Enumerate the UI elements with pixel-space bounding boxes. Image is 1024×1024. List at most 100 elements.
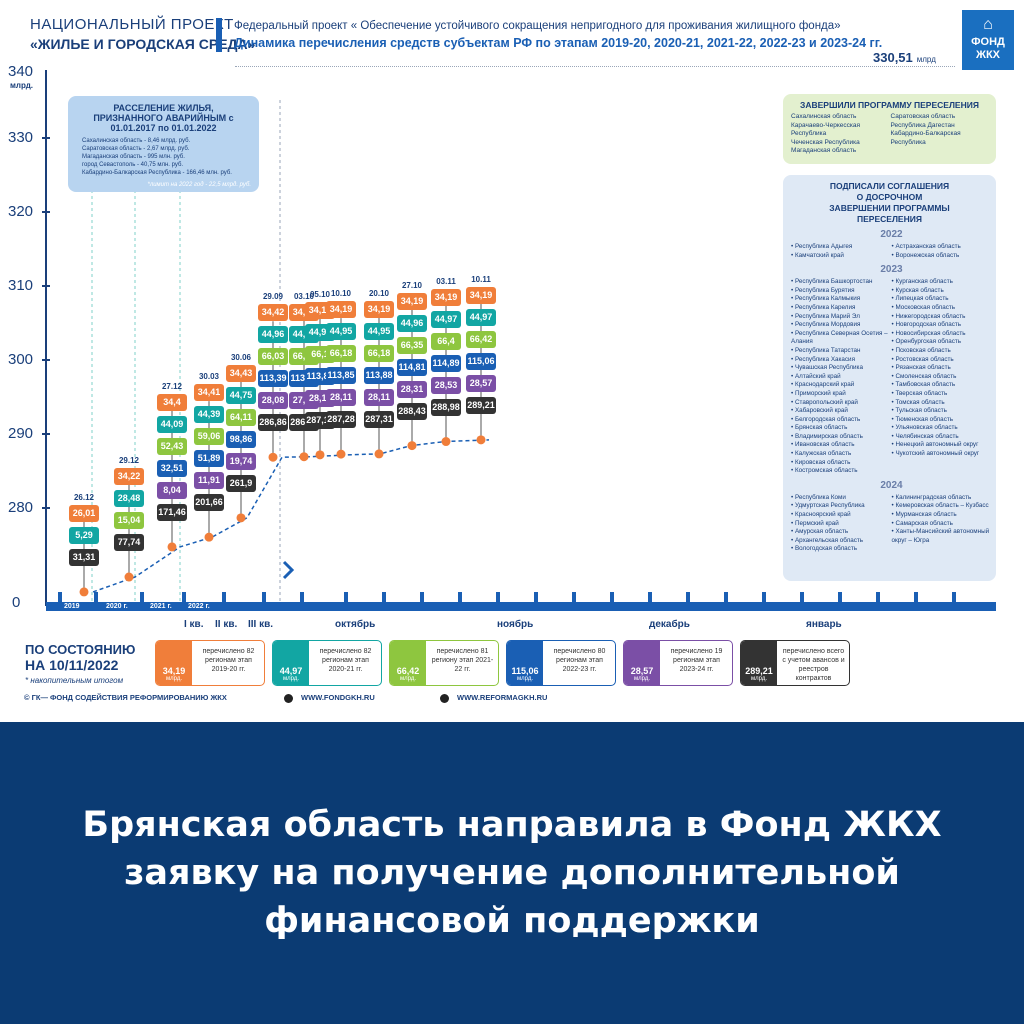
month-december: декабрь [649, 619, 690, 630]
region-item: • Псковская область [891, 346, 951, 354]
region-item: • Республика Башкортостан [791, 278, 873, 286]
legend-value-number: 115,06 [511, 666, 539, 676]
legend-text: перечислено 81 региону этап 2021-22 гг. [431, 648, 494, 673]
region-item: • Тверская область [891, 389, 948, 397]
value-label: 44,75 [226, 386, 256, 404]
region-item: • Удмуртская Республика [791, 502, 865, 510]
legend-value-number: 34,19 [162, 666, 186, 676]
x-axis-tick [648, 592, 652, 602]
value-label: 286,86 [258, 414, 288, 432]
date-label: 29.09 [262, 292, 284, 302]
region-item: • Рязанская область [891, 364, 951, 372]
region-item: • Республика Карелия [791, 303, 856, 311]
emergency-item: Магаданская область - 995 млн. руб. [82, 154, 185, 160]
date-label: 30.06 [230, 352, 252, 362]
value-label: 26,01 [69, 504, 99, 522]
site1-link[interactable]: WWW.FONDGKH.RU [301, 693, 375, 702]
footer-copyright: © ГК— ФОНД СОДЕЙСТВИЯ РЕФОРМИРОВАНИЮ ЖКХ [24, 693, 227, 702]
region-item: • Кемеровская область – Кузбасс [891, 502, 989, 510]
legend-item: 289,21 млрд. перечислено всего с учетом ав… [740, 640, 850, 686]
region-item: • Тюменская область [891, 415, 954, 423]
site-dot-icon [440, 693, 449, 703]
region-item: • Республика Мордовия [791, 321, 861, 329]
value-label: 64,11 [226, 408, 256, 426]
site2-link[interactable]: WWW.REFORMAGKH.RU [457, 693, 548, 702]
value-label: 113,85 [326, 367, 356, 385]
date-label: 10.10 [330, 289, 352, 299]
emergency-note: *лимит на 2022 год - 22,5 млрд. руб. [147, 182, 251, 188]
completed-list: Сахалинская область Карачаево-Черкесская… [783, 110, 996, 156]
value-label: 113,39 [258, 370, 288, 388]
legend-value-unit: млрд. [751, 676, 767, 682]
value-label: 44,97 [431, 310, 461, 328]
y-tick-label: 300 [8, 351, 34, 368]
legend-value-unit: млрд. [400, 676, 416, 682]
x-axis-tick [610, 592, 614, 602]
date-label: 03.10 [293, 291, 315, 301]
date-label: 26.12 [73, 492, 95, 502]
emergency-item: Саратовская область - 2,67 млрд. руб. [82, 146, 190, 152]
value-label: 31,31 [69, 548, 99, 566]
y-unit-label: млрд. [10, 81, 33, 90]
region-columns: • Республика Башкортостан • Республика Бу… [791, 278, 992, 476]
chart-header: Федеральный проект « Обеспечение устойчи… [234, 20, 882, 50]
header-divider [216, 18, 222, 52]
house-icon: ⌂ [983, 16, 993, 33]
region-item: • Брянская область [791, 424, 848, 432]
value-label: 28,11 [326, 389, 356, 407]
month-january: январь [806, 619, 842, 630]
value-label: 44,96 [258, 326, 288, 344]
value-label: 287,28 [326, 411, 356, 429]
region-column: • Астраханская область • Воронежская обла… [892, 243, 993, 260]
value-label: 28,57 [466, 374, 496, 392]
region-item: • Ненецкий автономный округ [891, 441, 979, 449]
value-label: 66,35 [397, 336, 427, 354]
total-point [315, 450, 325, 460]
region-item: • Курская область [891, 286, 944, 294]
x-axis-tick [952, 592, 956, 602]
region-item: • Краснодарский край [791, 381, 855, 389]
footer-site1: WWW.FONDGKH.RU [284, 693, 375, 703]
legend-item: 44,97 млрд. перечислено 82 регионам этап 2… [272, 640, 382, 686]
region-item: Чеченская Республика [791, 138, 860, 146]
value-label: 28,48 [114, 490, 144, 507]
emergency-item: Кабардино-Балкарская Республика - 166,46… [82, 170, 232, 176]
date-label: 10.11 [471, 274, 491, 284]
year-heading: 2024 [880, 479, 903, 491]
legend-item: 115,06 млрд. перечислено 80 регионам этап … [506, 640, 616, 686]
region-item: • Калининградская область [891, 493, 972, 501]
value-label: 66,4 [431, 332, 461, 350]
quarter-1: I кв. [184, 619, 204, 630]
month-october: октябрь [335, 619, 376, 630]
value-label: 34,19 [431, 288, 461, 306]
region-item: • Амурская область [791, 528, 849, 536]
legend-text: перечислено 19 регионам этап 2023-24 гг. [670, 648, 723, 673]
x-axis-tick [496, 592, 500, 602]
value-label: 289,21 [466, 396, 496, 414]
total-point [204, 532, 214, 542]
region-item: • Ставропольский край [791, 398, 858, 406]
region-item: • Хабаровский край [791, 407, 848, 415]
completed-panel-title: ЗАВЕРШИЛИ ПРОГРАММУ ПЕРЕСЕЛЕНИЯ [800, 100, 979, 110]
region-item: • Ульяновская область [891, 424, 958, 432]
value-label: 114,89 [431, 354, 461, 372]
period-2021: 2021 г. [150, 603, 172, 610]
legend-item: 28,57 млрд. перечислено 19 регионам этап 2… [623, 640, 733, 686]
legend-value: 66,42 млрд. [390, 641, 426, 685]
value-label: 34,22 [114, 468, 144, 485]
value-label: 34,42 [258, 304, 288, 322]
value-label: 44,09 [157, 415, 187, 433]
value-label: 28,08 [258, 392, 288, 410]
value-label: 51,89 [194, 450, 224, 468]
axis-break-icon [282, 560, 295, 580]
x-axis-bar [46, 602, 996, 611]
value-label: 98,86 [226, 430, 256, 448]
region-item: • Нижегородская область [891, 312, 966, 320]
chart-canvas [42, 70, 996, 611]
caption-banner: Брянская область направила в Фонд ЖКХ за… [0, 722, 1024, 1024]
date-label: 27.12 [161, 381, 183, 391]
region-item: • Курганская область [891, 278, 953, 286]
region-item: • Костромская область [791, 467, 858, 475]
status-note: * накопительным итогом [25, 676, 124, 685]
total-point [476, 435, 486, 445]
